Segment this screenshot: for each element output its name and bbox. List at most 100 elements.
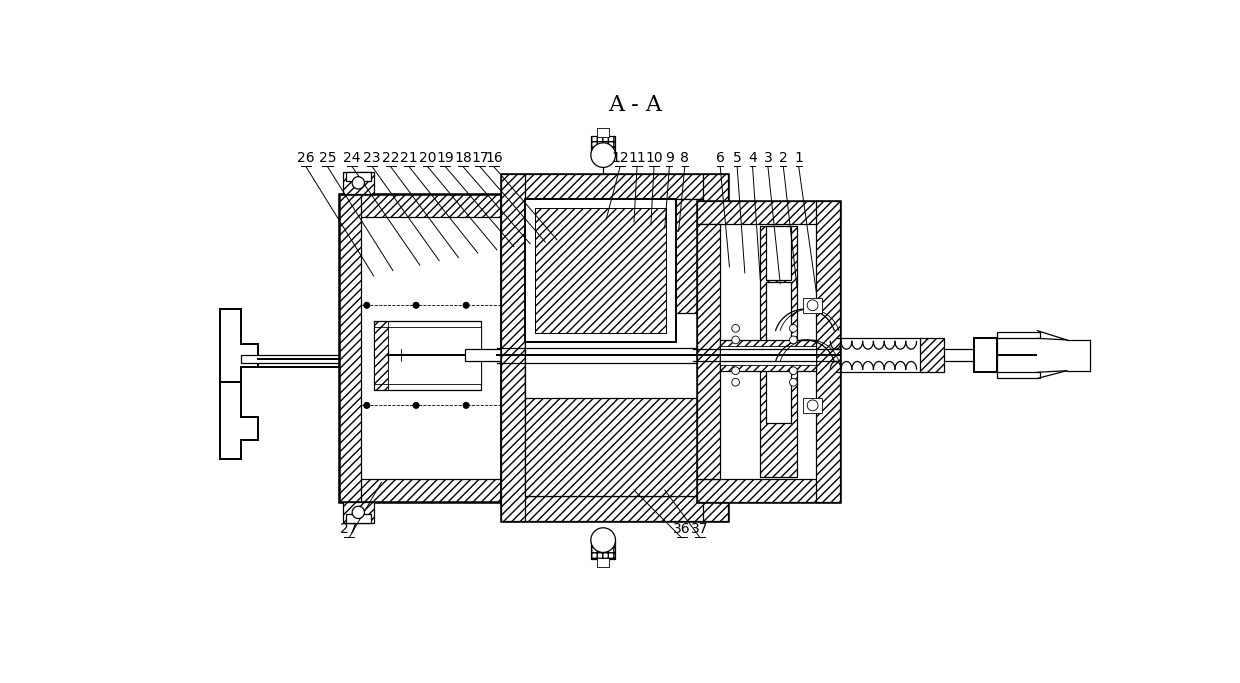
Bar [339, 193, 501, 501]
Circle shape [352, 506, 365, 518]
Text: A - A: A - A [609, 94, 662, 116]
Bar [343, 172, 373, 193]
Text: 4: 4 [748, 151, 756, 165]
Bar [590, 540, 615, 559]
Text: 3: 3 [764, 151, 773, 165]
Text: 8: 8 [681, 151, 689, 165]
Bar [526, 313, 703, 398]
Circle shape [732, 324, 739, 332]
Bar [373, 320, 481, 390]
Bar [590, 136, 615, 155]
Bar [526, 199, 676, 342]
Text: 5: 5 [733, 151, 742, 165]
Bar [346, 172, 371, 181]
Text: 19: 19 [436, 151, 454, 165]
Text: 16: 16 [485, 151, 502, 165]
Bar [720, 340, 816, 371]
Circle shape [463, 302, 469, 308]
Text: 1: 1 [795, 151, 804, 165]
Bar [997, 372, 1040, 378]
Circle shape [413, 302, 419, 308]
Text: 6: 6 [715, 151, 724, 165]
Bar [339, 479, 501, 501]
Bar [697, 201, 839, 225]
Circle shape [732, 367, 739, 374]
Text: 25: 25 [319, 151, 336, 165]
Bar [766, 226, 791, 280]
Circle shape [790, 324, 797, 332]
Bar [804, 298, 822, 313]
Bar [501, 497, 728, 521]
Bar [816, 201, 839, 501]
Text: 11: 11 [629, 151, 646, 165]
Bar [596, 128, 609, 137]
Bar [501, 174, 526, 521]
Bar [343, 501, 373, 523]
Bar [703, 174, 728, 521]
Bar [339, 193, 501, 217]
Bar [534, 208, 666, 333]
Bar [760, 354, 797, 477]
Bar [339, 193, 501, 217]
Text: 10: 10 [645, 151, 663, 165]
Circle shape [790, 378, 797, 386]
Bar [920, 338, 944, 372]
Text: 27: 27 [340, 522, 358, 536]
Circle shape [363, 302, 370, 308]
Circle shape [463, 402, 469, 408]
Bar [343, 501, 373, 523]
Bar [697, 201, 839, 225]
Text: 22: 22 [382, 151, 399, 165]
Circle shape [790, 336, 797, 344]
Bar [339, 479, 501, 501]
Circle shape [352, 177, 365, 189]
Bar [596, 558, 609, 567]
Bar [760, 226, 797, 349]
Polygon shape [219, 309, 258, 386]
Circle shape [790, 367, 797, 374]
Bar [465, 349, 501, 361]
Bar [975, 338, 997, 372]
Text: 23: 23 [363, 151, 381, 165]
Text: 17: 17 [471, 151, 489, 165]
Circle shape [413, 402, 419, 408]
Bar [346, 514, 371, 523]
Bar [343, 172, 373, 193]
Bar [804, 398, 822, 413]
Bar [373, 327, 481, 384]
Bar [501, 174, 728, 199]
Text: 2: 2 [779, 151, 787, 165]
Circle shape [590, 528, 615, 553]
Circle shape [363, 402, 370, 408]
Bar [920, 338, 944, 372]
Bar [816, 201, 839, 501]
Bar [501, 174, 526, 521]
Text: 18: 18 [454, 151, 472, 165]
Bar [720, 346, 816, 365]
Circle shape [732, 378, 739, 386]
Bar [501, 174, 728, 521]
Circle shape [732, 336, 739, 344]
Bar [526, 199, 703, 497]
Bar [534, 208, 666, 333]
Circle shape [590, 143, 615, 167]
Bar [720, 340, 816, 371]
Bar [501, 497, 728, 521]
Circle shape [807, 400, 818, 410]
Text: 37: 37 [692, 522, 709, 536]
Polygon shape [219, 382, 258, 459]
Bar [697, 479, 839, 501]
Bar [697, 479, 839, 501]
Bar [697, 201, 839, 501]
Bar [339, 193, 361, 501]
Text: 26: 26 [298, 151, 315, 165]
Text: 20: 20 [419, 151, 436, 165]
Bar [590, 136, 615, 155]
Bar [997, 332, 1040, 338]
Text: 12: 12 [611, 151, 629, 165]
Bar [760, 354, 797, 477]
Bar [697, 225, 720, 479]
Bar [373, 320, 388, 390]
Bar [242, 355, 341, 363]
Bar [760, 226, 797, 349]
